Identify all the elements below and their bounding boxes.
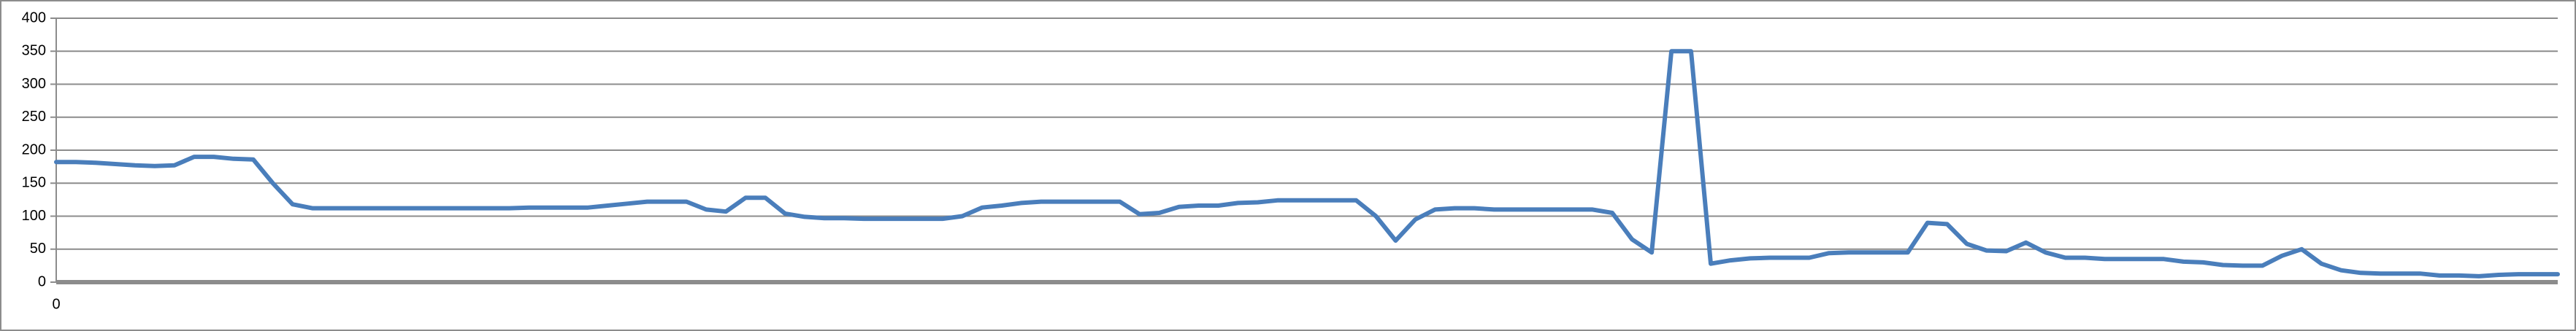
y-tick-label: 200 (22, 141, 46, 157)
y-tick-label: 350 (22, 43, 46, 59)
y-tick-label: 50 (30, 241, 46, 257)
y-tick-label: 150 (22, 175, 46, 191)
y-tick-label: 300 (22, 76, 46, 92)
y-tick-label: 0 (38, 273, 46, 289)
y-tick-label: 100 (22, 208, 46, 224)
line-series (54, 49, 2560, 279)
x-tick-label: 0 (52, 296, 60, 312)
y-tick-label: 400 (22, 9, 46, 26)
y-tick-label: 250 (22, 109, 46, 125)
